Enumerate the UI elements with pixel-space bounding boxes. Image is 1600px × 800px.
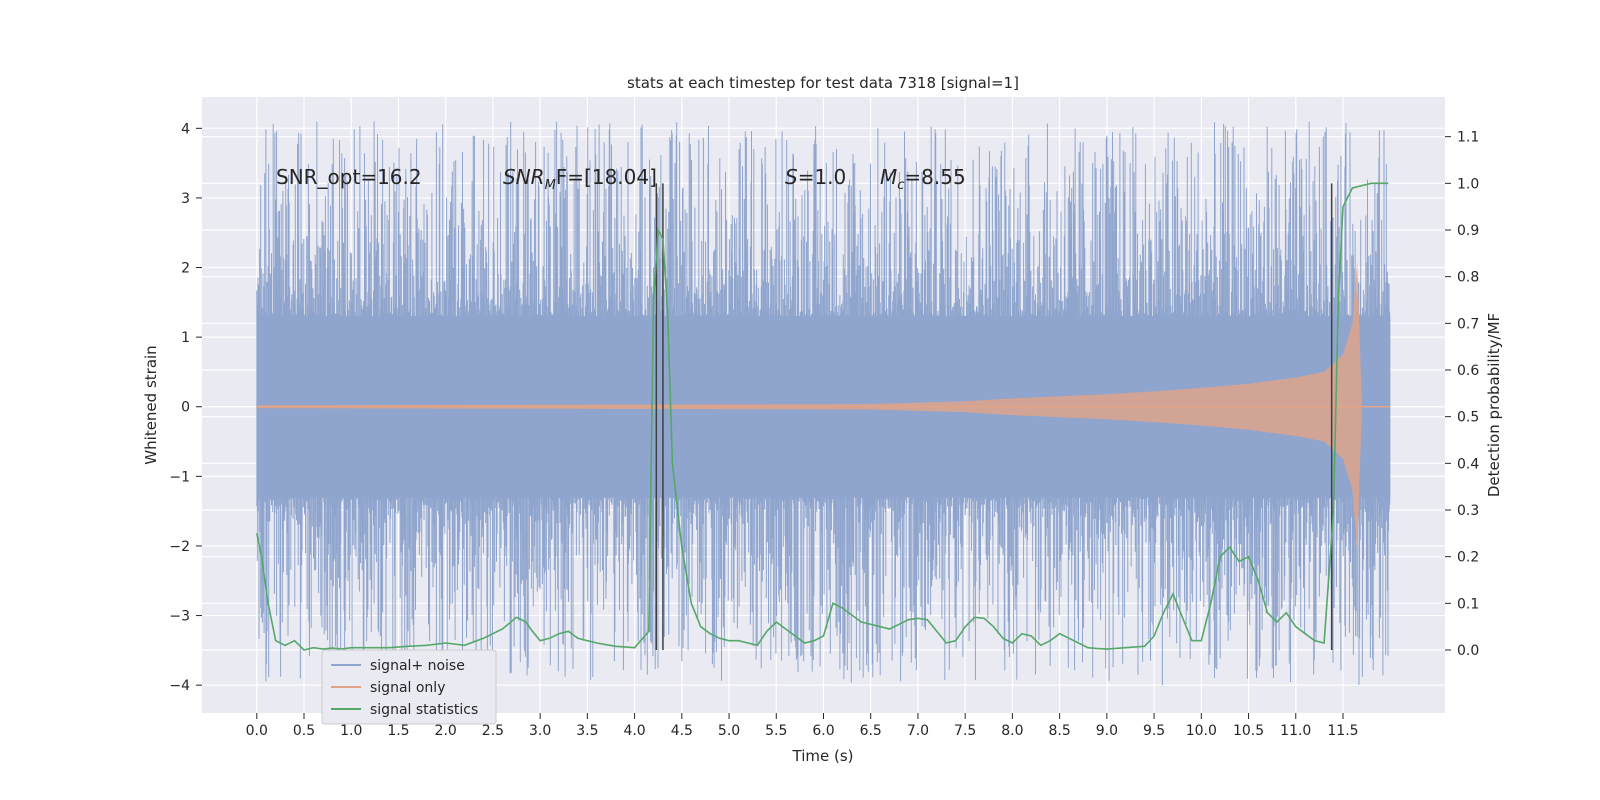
legend-box xyxy=(321,649,497,725)
x-tick-label: 6.5 xyxy=(860,723,882,739)
legend-label-signal-statistics: signal statistics xyxy=(370,702,478,718)
right-tick-label: 0.5 xyxy=(1457,410,1479,426)
y-tick-label: −1 xyxy=(169,469,190,485)
right-axis-ticks: 1.1 1.0 0.9 0.8 0.7 0.6 0.5 0.4 0.3 0.2 0.1 0.0 xyxy=(1445,130,1479,659)
x-tick-label: 9.5 xyxy=(1143,723,1165,739)
x-tick-label: 11.5 xyxy=(1327,723,1358,739)
y-tick-label: 3 xyxy=(181,191,190,207)
x-tick-label: 0.5 xyxy=(293,723,315,739)
snr-mf-value: F=[18.04] xyxy=(556,165,657,189)
right-tick-label: 1.1 xyxy=(1457,130,1479,146)
x-tick-label: 9.0 xyxy=(1096,723,1118,739)
right-tick-label: 0.0 xyxy=(1457,643,1479,659)
x-tick-label: 10.5 xyxy=(1233,723,1264,739)
x-tick-label: 1.5 xyxy=(387,723,409,739)
x-axis-label: Time (s) xyxy=(792,747,854,765)
x-tick-label: 6.0 xyxy=(812,723,834,739)
x-axis-ticks: 0.0 0.5 1.0 1.5 2.0 2.5 3.0 3.5 4.0 4.5 5.0 5.5 6.0 6… xyxy=(246,713,1359,739)
signal-only-series xyxy=(256,260,1391,553)
right-tick-label: 0.7 xyxy=(1457,316,1479,332)
right-axis-label: Detection probability/MF xyxy=(1485,313,1503,497)
right-tick-label: 0.8 xyxy=(1457,270,1479,286)
x-tick-label: 3.5 xyxy=(576,723,598,739)
legend: signal+ noise signal only signal statist… xyxy=(321,649,497,725)
signal-statistics-line xyxy=(256,182,1389,651)
s-value: =1.0 xyxy=(798,165,847,189)
chart-title: stats at each timestep for test data 731… xyxy=(627,74,1019,92)
mc-subscript: c xyxy=(897,178,904,193)
y-tick-label: 4 xyxy=(181,121,190,137)
x-tick-label: 7.5 xyxy=(954,723,976,739)
y-tick-label: −2 xyxy=(169,539,190,555)
annotation-s: S=1.0 xyxy=(785,165,846,189)
right-tick-label: 0.2 xyxy=(1457,550,1479,566)
x-tick-label: 8.0 xyxy=(1001,723,1023,739)
snr-mf-subscript: M xyxy=(545,178,556,193)
right-tick-label: 0.1 xyxy=(1457,596,1479,612)
right-tick-label: 1.0 xyxy=(1457,176,1479,192)
x-tick-label: 2.5 xyxy=(482,723,504,739)
right-tick-label: 0.4 xyxy=(1457,456,1479,472)
y-tick-label: −3 xyxy=(169,609,190,625)
x-tick-label: 0.0 xyxy=(246,723,268,739)
mc-label: M xyxy=(880,165,897,189)
y-axis-label: Whitened strain xyxy=(142,345,160,464)
x-tick-label: 2.0 xyxy=(435,723,457,739)
x-tick-label: 8.5 xyxy=(1048,723,1070,739)
y-tick-label: 1 xyxy=(181,330,190,346)
y-tick-label: 2 xyxy=(181,261,190,277)
x-tick-label: 3.0 xyxy=(529,723,551,739)
x-tick-label: 11.0 xyxy=(1280,723,1311,739)
y-tick-label: 0 xyxy=(181,400,190,416)
x-tick-label: 7.0 xyxy=(907,723,929,739)
legend-label-signal-plus-noise: signal+ noise xyxy=(370,658,465,674)
right-tick-label: 0.3 xyxy=(1457,503,1479,519)
annotation-snr-mf: SNRMF=[18.04] xyxy=(503,165,657,193)
right-tick-label: 0.9 xyxy=(1457,223,1479,239)
snr-mf-label: SNR xyxy=(503,165,545,189)
x-tick-label: 4.5 xyxy=(671,723,693,739)
right-tick-label: 0.6 xyxy=(1457,363,1479,379)
x-tick-label: 5.0 xyxy=(718,723,740,739)
y-tick-label: −4 xyxy=(169,678,190,694)
annotation-mc: Mc=8.55 xyxy=(880,165,966,193)
x-tick-label: 10.0 xyxy=(1186,723,1217,739)
x-tick-label: 1.0 xyxy=(340,723,362,739)
s-label: S xyxy=(785,165,798,189)
y-axis-ticks: 4 3 2 1 0 −1 −2 −3 −4 xyxy=(169,121,202,694)
annotation-snr-opt: SNR_opt=16.2 xyxy=(276,165,422,189)
legend-label-signal-only: signal only xyxy=(370,680,445,696)
mc-value: =8.55 xyxy=(904,165,965,189)
x-tick-label: 5.5 xyxy=(765,723,787,739)
x-tick-label: 4.0 xyxy=(623,723,645,739)
